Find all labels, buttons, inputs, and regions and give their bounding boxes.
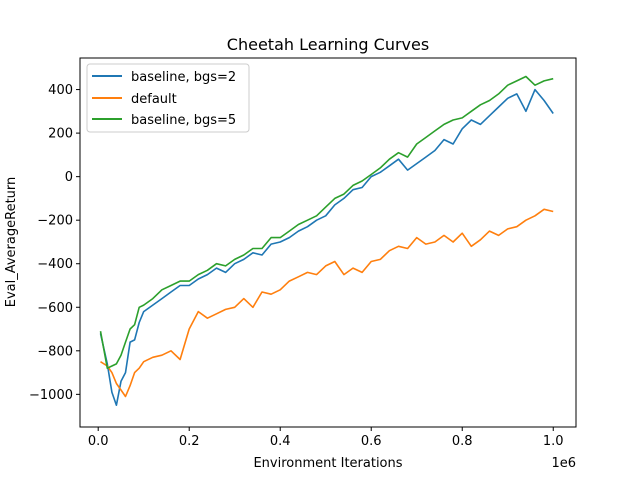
- y-axis-ticks: −1000 −800 −600 −400 −200 0 200 400: [29, 83, 80, 403]
- y-tick-label: −200: [37, 214, 73, 229]
- y-tick-label: 400: [48, 83, 73, 98]
- x-axis-offset-label: 1e6: [551, 456, 576, 471]
- legend-box: [86, 63, 250, 133]
- series-line-2: [99, 75, 554, 370]
- legend-label-baseline-bgs2: baseline, bgs=2: [131, 70, 236, 85]
- plot-area-frame: [79, 57, 577, 428]
- legend-label-baseline-bgs5: baseline, bgs=5: [131, 113, 236, 128]
- x-axis-ticks: 0.0 0.2 0.4 0.6 0.8 1.0: [88, 427, 564, 449]
- y-tick-label: −800: [37, 344, 73, 359]
- y-tick-label: −1000: [29, 388, 73, 403]
- x-tick-label: 1.0: [543, 434, 564, 449]
- legend: baseline, bgs=2 default baseline, bgs=5: [86, 63, 250, 133]
- x-tick-label: 0.8: [452, 434, 473, 449]
- x-tick-label: 0.6: [361, 434, 382, 449]
- y-axis-label: Eval_AverageReturn: [4, 177, 19, 308]
- chart-title: Cheetah Learning Curves: [227, 35, 429, 54]
- y-tick-label: −400: [37, 257, 73, 272]
- series-line-0: [99, 88, 554, 407]
- legend-label-default: default: [131, 92, 177, 107]
- series-line-1: [100, 208, 554, 398]
- y-tick-label: 0: [65, 170, 73, 185]
- x-tick-label: 0.4: [270, 434, 291, 449]
- plot-lines: [99, 75, 554, 407]
- y-tick-label: −600: [37, 301, 73, 316]
- x-tick-label: 0.0: [88, 434, 109, 449]
- y-tick-label: 200: [48, 127, 73, 142]
- x-tick-label: 0.2: [179, 434, 200, 449]
- x-axis-label: Environment Iterations: [253, 456, 402, 471]
